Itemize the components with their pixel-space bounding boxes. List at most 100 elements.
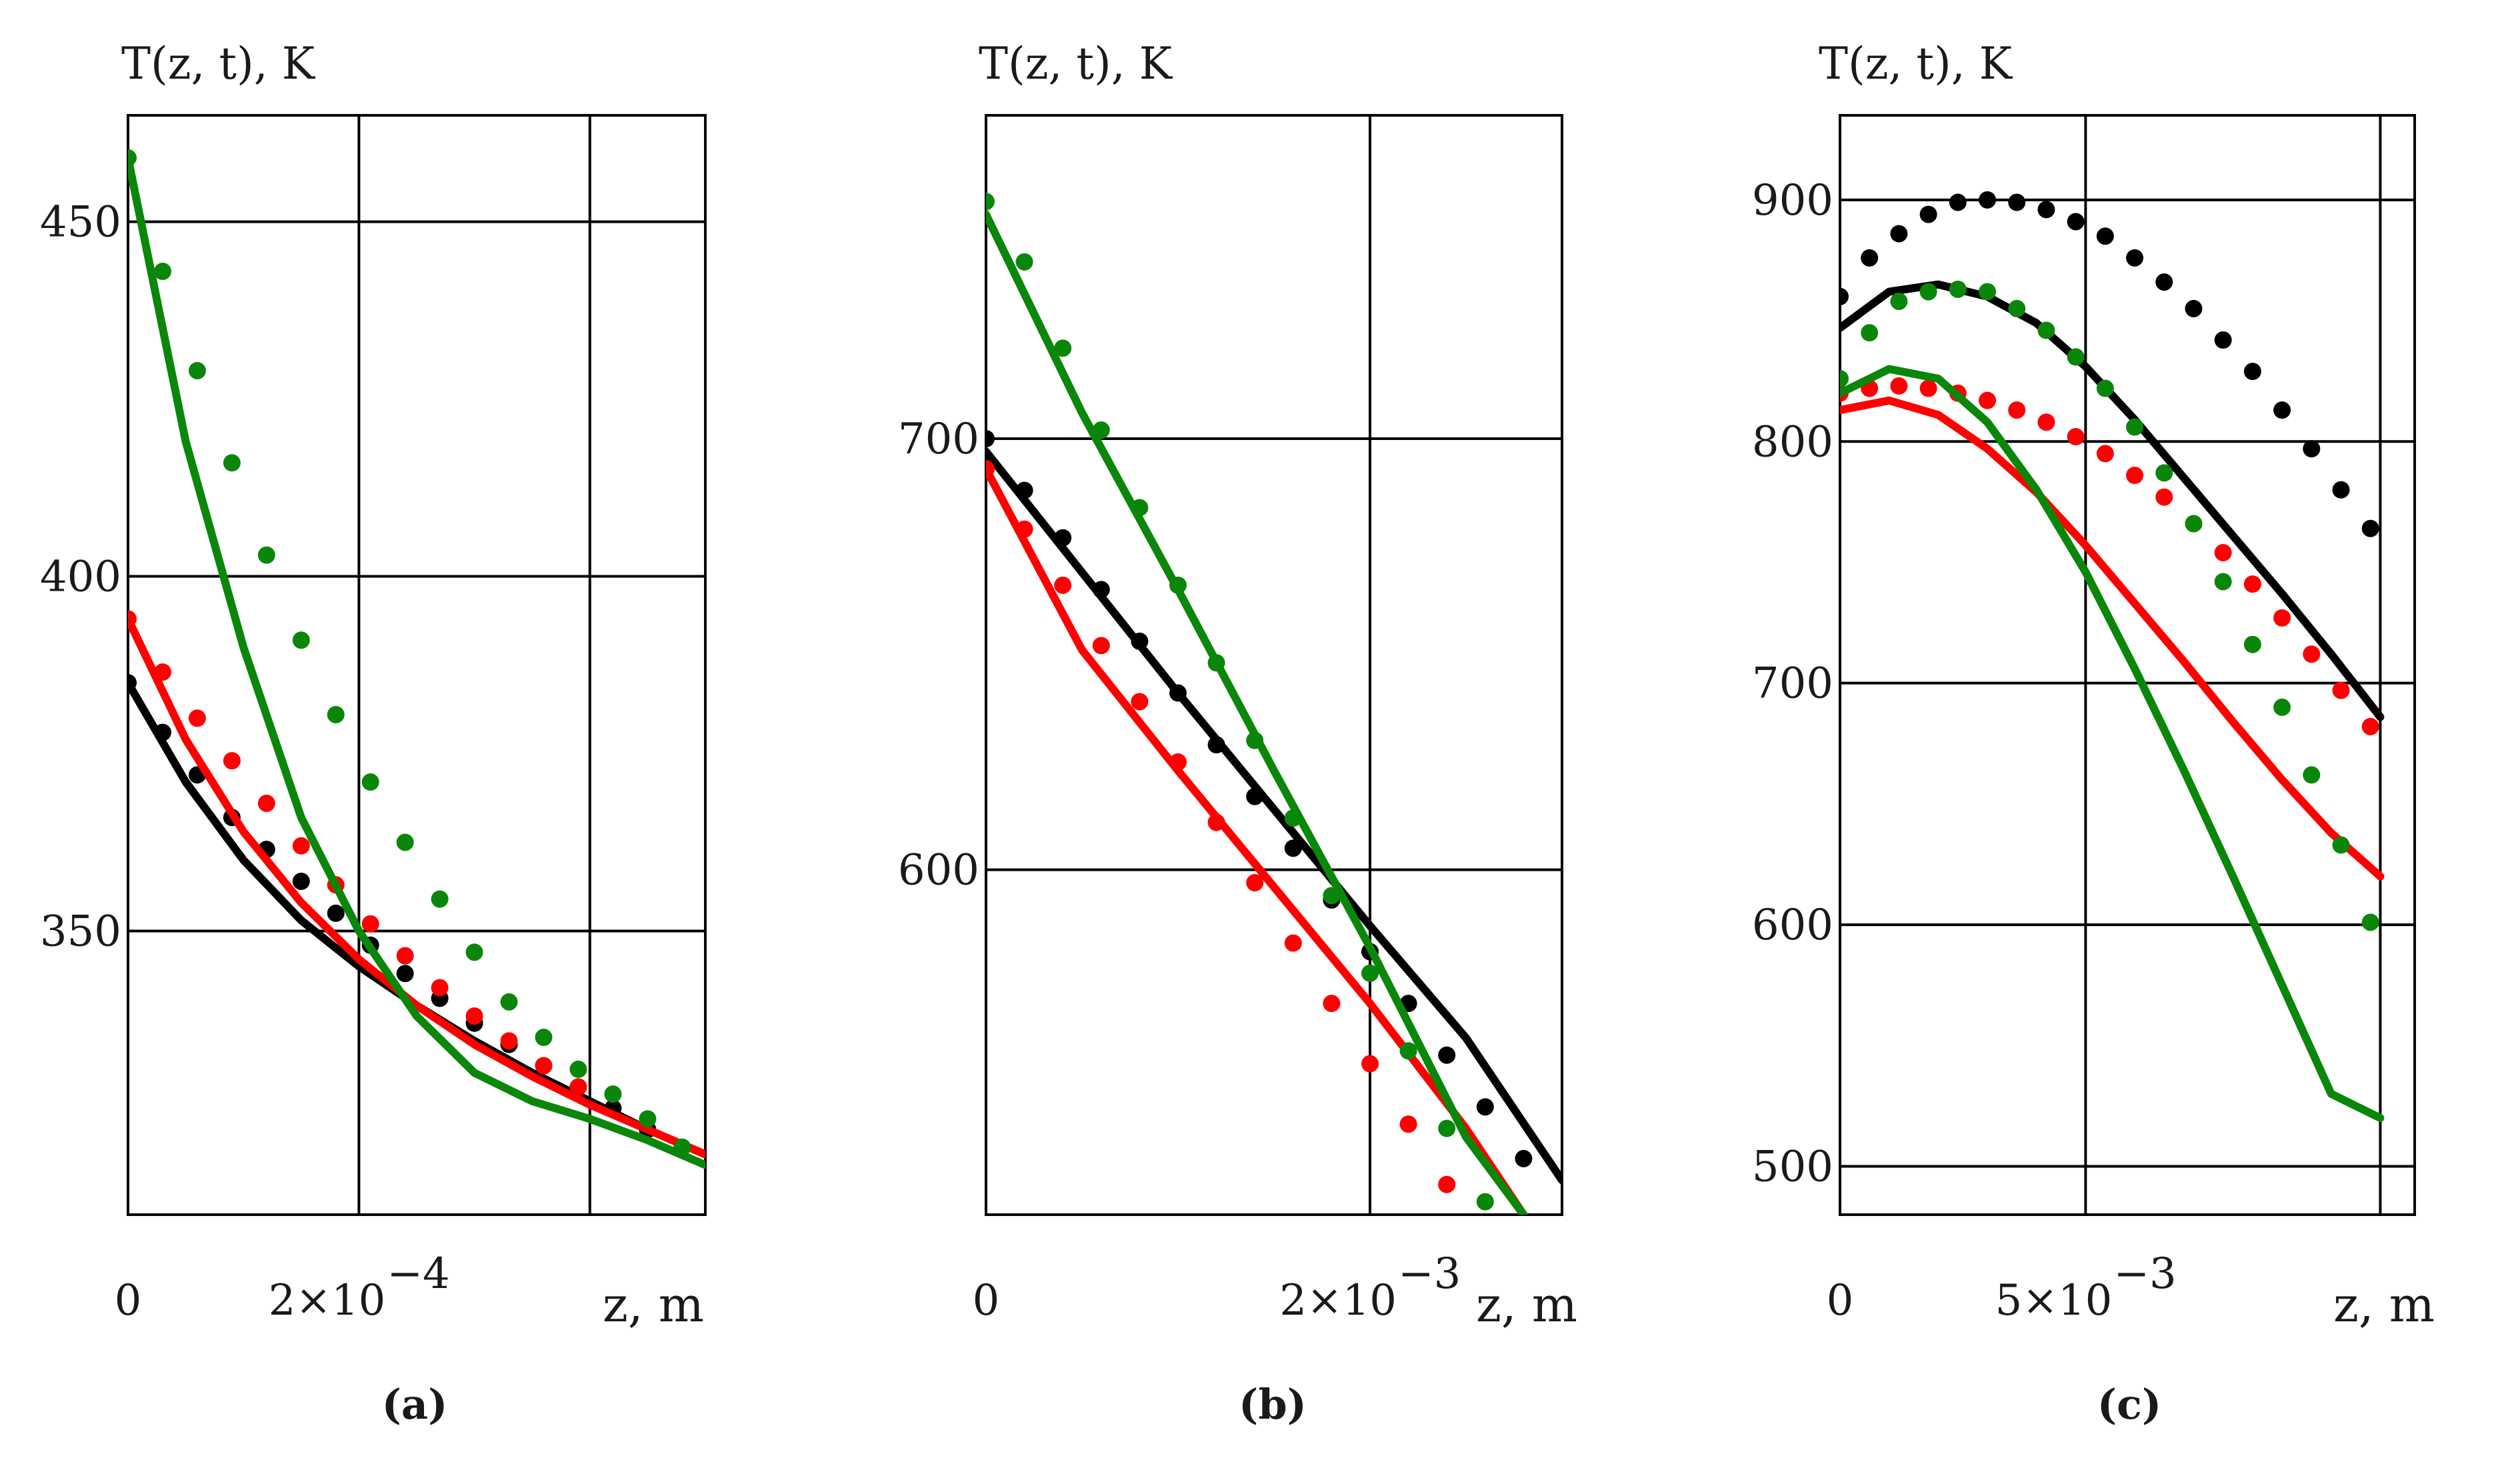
panel-c-series-black-markers-point-16: [2303, 440, 2321, 458]
panel-b-series-red-markers-point-1: [1015, 520, 1033, 538]
panel-c-series-green-markers-point-16: [2303, 766, 2321, 784]
panel-c-plot-area: [1840, 191, 2385, 1122]
panel-c-series-green-markers-point-1: [1861, 324, 1879, 342]
panel-b-series-green-markers-point-9: [1323, 887, 1341, 905]
panel-a-series-red-markers-point-12: [535, 1057, 553, 1075]
panel-c-xtick-exponent-1: −3: [2113, 1249, 2176, 1299]
panel-a-series-green-markers-point-14: [604, 1085, 622, 1103]
panel-c-frame: [1839, 114, 2416, 1216]
panel-a-series-red-markers-point-1: [153, 663, 171, 681]
panel-c-series-red-markers-point-5: [1979, 391, 1997, 409]
panel-a-series-black-markers-point-8: [396, 965, 414, 983]
panel-c-series-red-markers-point-6: [2008, 401, 2026, 419]
panel-b-series-black-markers-point-5: [1169, 684, 1187, 702]
panel-c-series-black-markers-point-7: [2037, 201, 2055, 219]
panel-b-xtick-exponent-1: −3: [1398, 1249, 1461, 1299]
panel-b-series-green-markers-point-8: [1284, 809, 1302, 827]
panel-c-series-black: [1840, 280, 2385, 721]
panel-a-series-red-markers-point-9: [431, 979, 449, 997]
panel-a-series-green-markers-point-9: [431, 890, 449, 908]
panel-a-series-green-markers-point-4: [257, 546, 275, 564]
panel-a-series-green-markers-point-7: [361, 773, 379, 791]
panel-c-series-red-markers-point-2: [1890, 377, 1908, 395]
panel-a-series-green: [128, 153, 705, 1169]
panel-a-series-red-markers-point-7: [361, 915, 379, 933]
panel-b-frame: [985, 114, 1563, 1216]
panel-a-series-green-markers-point-16: [673, 1138, 691, 1156]
panel-b-xtick-label-1: 2×10: [1279, 1276, 1397, 1325]
panel-b-series-green-markers-point-2: [1054, 339, 1072, 357]
panel-c-series-black-markers-point-10: [2126, 249, 2144, 267]
panel-a-series-black-markers-point-0: [128, 674, 137, 692]
panel-b-xlabel: z, m: [1476, 1277, 1577, 1333]
panel-b-series-red-markers-point-2: [1054, 576, 1072, 594]
panel-a-series-red-markers-point-0: [128, 610, 137, 628]
panel-c-series-black-markers-point-11: [2155, 273, 2173, 291]
panel-c-ytick-label-2: 700: [1752, 659, 1833, 709]
panel-c-ytick-label-4: 900: [1752, 176, 1833, 225]
panel-a-series-green-markers-point-6: [327, 705, 345, 723]
panel-c-series-green-markers-point-5: [1979, 283, 1997, 301]
panel-a: 350 400 450 0 2×10−4 T(z, t), K z, m (a): [40, 38, 707, 1429]
panel-b-series-red-markers-point-7: [1246, 874, 1264, 892]
panel-c-xtick-label-1: 5×10: [1995, 1276, 2113, 1325]
panel-b-series-green-markers-point-5: [1169, 576, 1187, 594]
panel-b-series-black-markers-point-1: [1015, 481, 1033, 499]
panel-b-series-green-markers-point-7: [1246, 731, 1264, 749]
panel-b-series-red-markers-point-5: [1169, 753, 1187, 771]
panel-a-series-black-markers-point-1: [153, 723, 171, 741]
panel-b-series-green-markers-point-0: [986, 193, 995, 211]
panel-b-series-black-markers-point-14: [1515, 1149, 1533, 1167]
panel-a-series-red-markers-point-4: [257, 794, 275, 812]
panel-c-series-green-markers-point-10: [2126, 418, 2144, 436]
panel-c-ytick-label-3: 800: [1752, 417, 1833, 467]
panel-c: 500 600 700 800 900 0 5×10−3 T(z, t), K z, m (c): [1752, 38, 2435, 1429]
panel-b-series-green-markers-point-11: [1399, 1042, 1417, 1060]
panel-c-series-green-markers-point-11: [2155, 464, 2173, 482]
panel-a-series-green-markers-point-15: [639, 1110, 657, 1128]
panel-b-ytick-label-0: 600: [898, 846, 979, 895]
panel-a-plot-area: [128, 149, 705, 1169]
panel-b-ylabel: T(z, t), K: [979, 38, 1173, 89]
panel-a-series-green-markers-point-12: [535, 1029, 553, 1047]
panel-c-series-black-markers-point-3: [1919, 205, 1937, 223]
panel-a-series-red-markers-point-2: [188, 709, 206, 727]
panel-c-ytick-label-0: 500: [1752, 1143, 1833, 1192]
panel-a-ytick-label-0: 350: [40, 907, 121, 956]
panel-c-series-black-markers-point-15: [2273, 401, 2291, 419]
panel-b-series-green-markers-point-4: [1131, 499, 1149, 517]
panel-c-series-green-markers-point-18: [2361, 913, 2379, 931]
panel-b-panel-label: (b): [1239, 1380, 1307, 1429]
panel-c-series-green: [1840, 365, 2385, 1122]
panel-c-series-green-markers-point-6: [2008, 299, 2026, 317]
panel-a-series-green-markers-point-11: [500, 993, 518, 1011]
panel-c-series-red-markers-point-14: [2243, 575, 2261, 593]
panel-b-series-green-markers-point-13: [1476, 1193, 1494, 1211]
panel-c-panel-label: (c): [2097, 1380, 2161, 1429]
panel-c-series-black-markers-point-14: [2243, 363, 2261, 381]
panel-c-series-red-markers-point-3: [1919, 379, 1937, 397]
panel-c-series-black-markers-point-18: [2361, 519, 2379, 537]
panel-a-series-green-markers-point-2: [188, 361, 206, 379]
panel-a-series-red-markers-point-10: [465, 1007, 483, 1025]
panel-c-series-black-markers-point-12: [2185, 299, 2203, 317]
panel-b-series-green-markers-point-3: [1092, 421, 1110, 439]
panel-c-series-red: [1840, 396, 2385, 881]
panel-c-series-black-markers-point-13: [2214, 331, 2232, 349]
panel-a-xtick-label-0: 0: [115, 1276, 142, 1325]
panel-c-series-green-markers-point-14: [2243, 635, 2261, 653]
panel-c-series-black-markers-point-1: [1861, 249, 1879, 267]
panel-a-series-red-markers-point-3: [223, 752, 241, 770]
panel-c-series-green-markers-point-0: [1840, 370, 1849, 388]
panel-b-series-black-markers-point-0: [986, 430, 995, 447]
panel-c-series-green-markers-point-12: [2185, 515, 2203, 533]
panel-b-series-green-markers-point-6: [1207, 654, 1225, 672]
panel-a-series-green-markers-point-10: [465, 943, 483, 961]
panel-c-series-green-markers-point-3: [1919, 283, 1937, 301]
panel-b-series-green-markers-point-10: [1361, 964, 1379, 982]
panel-a-xtick-label-1: 2×10: [269, 1276, 386, 1325]
panel-a-ytick-label-2: 450: [40, 198, 121, 247]
panel-a-series-green-markers-point-5: [292, 631, 310, 649]
panel-b-series-black: [986, 447, 1562, 1185]
panel-b-series-green: [986, 210, 1528, 1215]
